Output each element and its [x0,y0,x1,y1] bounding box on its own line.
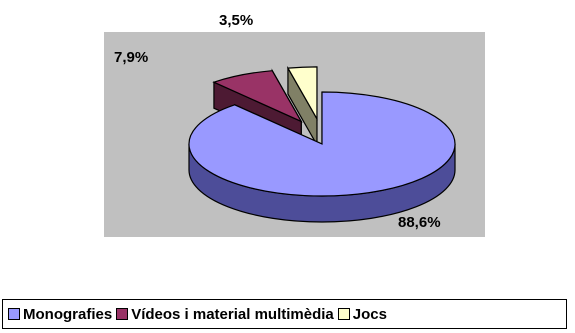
slice-top-jocs [286,66,318,122]
chart-legend: Monografies Vídeos i material multimèdia… [2,299,567,329]
data-label-jocs: 3,5% [219,12,254,29]
legend-swatch-monografies [8,308,20,320]
data-label-monografies: 88,6% [398,214,441,231]
slice-top-monografies [188,91,456,197]
legend-item-jocs: Jocs [337,305,387,323]
legend-label-videos: Vídeos i material multimèdia [131,305,334,323]
slice-top-videos [212,70,303,123]
legend-item-monografies: Monografies [8,306,112,323]
data-label-videos: 7,9% [114,49,149,66]
legend-swatch-videos [116,308,129,320]
legend-item-videos: Vídeos i material multimèdia [116,306,334,323]
legend-label-jocs: Jocs [352,305,387,323]
legend-label-monografies: Monografies [23,305,113,323]
legend-swatch-jocs [337,308,350,320]
